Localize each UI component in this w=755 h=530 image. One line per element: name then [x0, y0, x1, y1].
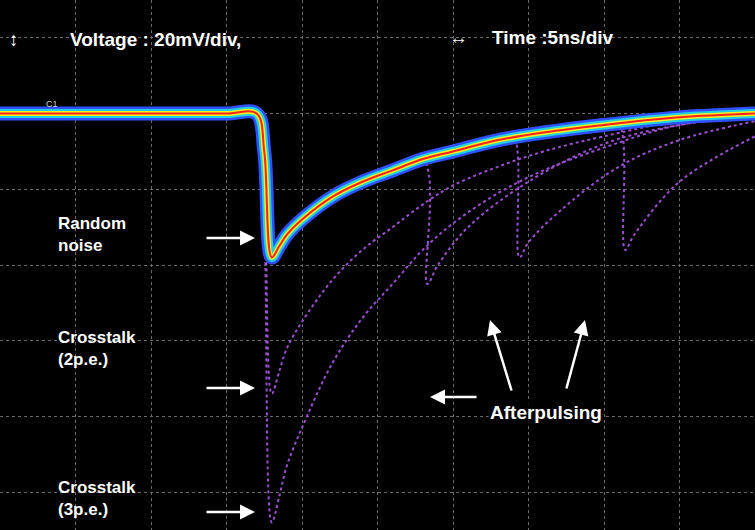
svg-text:Crosstalk(3p.e.): Crosstalk(3p.e.) [58, 478, 136, 519]
svg-text:Time :5ns/div: Time :5ns/div [492, 27, 614, 48]
svg-text:Crosstalk(2p.e.): Crosstalk(2p.e.) [58, 328, 136, 369]
svg-text:↔: ↔ [449, 27, 468, 48]
svg-text:Afterpulsing: Afterpulsing [490, 402, 602, 423]
svg-text:Randomnoise: Randomnoise [58, 214, 126, 255]
svg-text:↕: ↕ [9, 29, 19, 50]
svg-text:C1: C1 [46, 99, 58, 109]
svg-text:Voltage : 20mV/div,: Voltage : 20mV/div, [70, 29, 241, 50]
